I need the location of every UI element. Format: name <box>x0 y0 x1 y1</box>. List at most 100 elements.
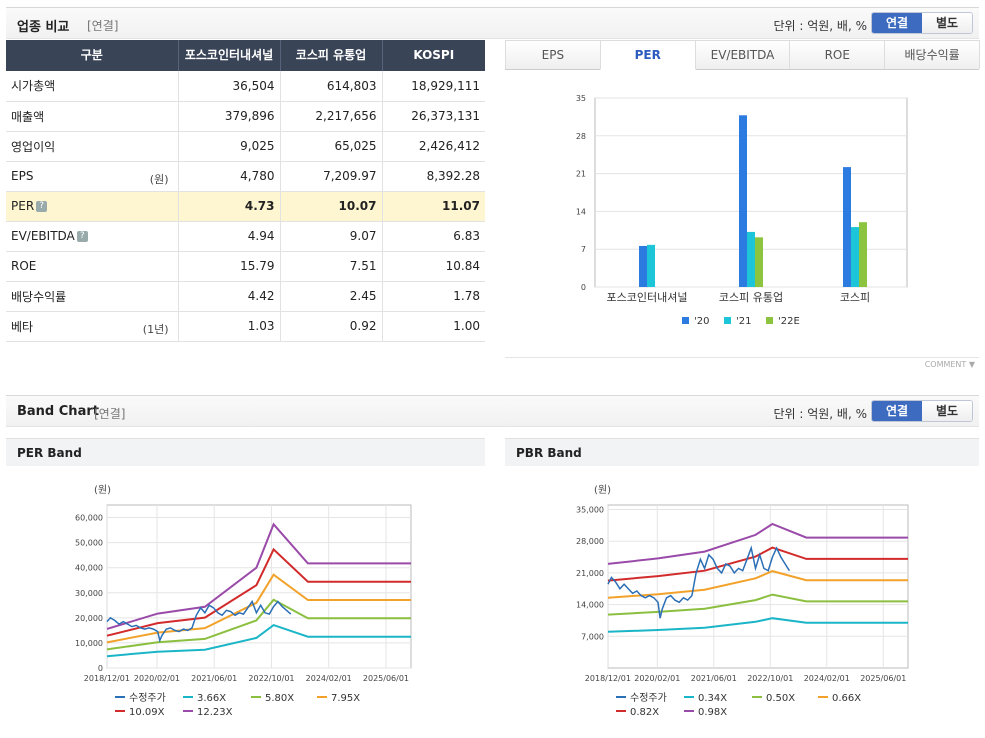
legend-label: 0.50X <box>766 693 795 704</box>
legend-swatch <box>724 317 731 324</box>
tab-dividend[interactable]: 배당수익률 <box>884 40 980 69</box>
separate-button[interactable]: 별도 <box>922 13 972 33</box>
band-consolidated-button[interactable]: 연결 <box>872 401 922 421</box>
x-tick-label: 2018/12/01 <box>585 674 631 683</box>
x-tick-label: 포스코인터내셔널 <box>607 291 688 304</box>
row-value: 1.00 <box>382 311 485 342</box>
row-value: 1.03 <box>178 311 281 342</box>
band-sub: [연결] <box>94 407 126 421</box>
row-value: 9,025 <box>178 131 281 162</box>
compare-table: 구분 포스코인터내셔널 코스피 유통업 KOSPI 시가총액 36,504 614,… <box>6 40 485 342</box>
row-label: 시가총액 <box>6 71 179 102</box>
pbr-band-title: PBR Band <box>505 438 979 466</box>
y-axis-label: (원) <box>594 484 611 496</box>
x-tick-label: 코스피 유통업 <box>719 291 783 304</box>
help-icon[interactable]: ? <box>36 201 48 212</box>
legend-label: 10.09X <box>129 707 165 718</box>
row-value: 10.84 <box>382 251 485 282</box>
y-tick-label: 10,000 <box>75 639 103 648</box>
comment-toggle[interactable]: COMMENT ▼ <box>505 357 979 371</box>
compare-title: 업종 비교 <box>17 20 70 35</box>
tab-per[interactable]: PER <box>599 40 696 70</box>
pbr-band-chart: (원) 7,000 14,000 21,000 28,000 35,000 2018/12/… <box>576 484 909 718</box>
band-toggle: 연결 별도 <box>871 400 973 422</box>
row-value: 4.42 <box>178 281 281 312</box>
x-tick-label: 2021/06/01 <box>191 674 237 683</box>
bar <box>859 222 867 287</box>
row-value: 6.83 <box>382 221 485 252</box>
row-label-text: 매출액 <box>11 109 45 124</box>
series-line <box>106 547 411 637</box>
x-tick-label: 2020/02/01 <box>134 674 180 683</box>
row-label: 매출액 <box>6 101 179 132</box>
tab-ev-ebitda[interactable]: EV/EBITDA <box>694 40 791 69</box>
x-tick-label: 2022/10/01 <box>747 674 793 683</box>
row-label: ROE <box>6 251 179 282</box>
table-row: 배당수익률 4.42 2.45 1.78 <box>6 281 485 312</box>
header-kospi: KOSPI <box>382 40 485 71</box>
row-value: 4.73 <box>178 191 281 222</box>
x-tick-label: 2025/06/01 <box>860 674 906 683</box>
row-value: 7,209.97 <box>280 161 383 192</box>
tab-roe[interactable]: ROE <box>789 40 886 69</box>
row-label-text: ROE <box>11 259 37 273</box>
legend-label: 3.66X <box>197 693 226 704</box>
legend-label: '22E <box>778 316 800 327</box>
table-row: 영업이익 9,025 65,025 2,426,412 <box>6 131 485 162</box>
legend-label: '21 <box>736 316 751 327</box>
row-value: 1.78 <box>382 281 485 312</box>
legend-swatch <box>766 317 773 324</box>
compare-toggle: 연결 별도 <box>871 12 973 34</box>
x-tick-label: 2024/02/01 <box>804 674 850 683</box>
per-band-chart: (원) 0 10,000 20,000 30,000 40,000 50,000 60,000… <box>75 484 412 718</box>
row-value: 65,025 <box>280 131 383 162</box>
legend-label: 0.66X <box>832 693 861 704</box>
y-tick-label: 20,000 <box>75 614 103 623</box>
y-tick-label: 35 <box>576 94 586 103</box>
legend-label: 수정주가 <box>630 692 667 704</box>
header-category: 구분 <box>6 40 179 71</box>
row-value: 10.07 <box>280 191 383 222</box>
row-label-text: 배당수익률 <box>11 289 67 304</box>
x-tick-label: 2018/12/01 <box>84 674 130 683</box>
y-tick-label: 50,000 <box>75 539 103 548</box>
compare-section-header: 업종 비교 [연결] 단위 : 억원, 배, % 연결 별도 <box>6 7 979 39</box>
y-tick-label: 0 <box>581 283 586 292</box>
legend-label: 0.34X <box>698 693 727 704</box>
row-unit: (원) <box>149 172 169 186</box>
row-value: 614,803 <box>280 71 383 102</box>
x-tick-label: 2022/10/01 <box>248 674 294 683</box>
y-axis-label: (원) <box>94 484 111 496</box>
per-bar-chart: 0 7 14 21 28 35 포스코인터내셔널 코스피 유통업 코스피 '20 '21 '22E <box>576 94 908 327</box>
help-icon[interactable]: ? <box>76 231 88 242</box>
tab-eps[interactable]: EPS <box>505 40 601 69</box>
bar <box>647 244 655 287</box>
series-line <box>106 599 292 643</box>
series-line <box>607 546 908 582</box>
compare-unit: 단위 : 억원, 배, % <box>773 19 867 33</box>
row-value: 2,426,412 <box>382 131 485 162</box>
header-company: 포스코인터내셔널 <box>178 40 281 71</box>
row-value: 4.94 <box>178 221 281 252</box>
series-line <box>607 617 908 633</box>
row-value: 7.51 <box>280 251 383 282</box>
row-value: 379,896 <box>178 101 281 132</box>
header-industry: 코스피 유통업 <box>280 40 383 71</box>
legend-label: 0.82X <box>630 707 659 718</box>
bar <box>843 167 851 287</box>
band-separate-button[interactable]: 별도 <box>922 401 972 421</box>
row-label-text: 시가총액 <box>11 79 56 94</box>
legend-label: 7.95X <box>331 693 360 704</box>
legend-label: 5.80X <box>265 693 294 704</box>
bar <box>747 231 755 287</box>
y-tick-label: 30,000 <box>75 589 103 598</box>
series-line <box>106 623 411 658</box>
series-line <box>607 522 908 565</box>
consolidated-button[interactable]: 연결 <box>872 13 922 33</box>
bar <box>755 237 763 287</box>
row-label: PER? <box>6 191 179 222</box>
row-label-text: EPS <box>11 169 34 183</box>
x-tick-label: 2024/02/01 <box>306 674 352 683</box>
row-unit: (1년) <box>142 322 169 336</box>
row-label: EV/EBITDA? <box>6 221 179 252</box>
